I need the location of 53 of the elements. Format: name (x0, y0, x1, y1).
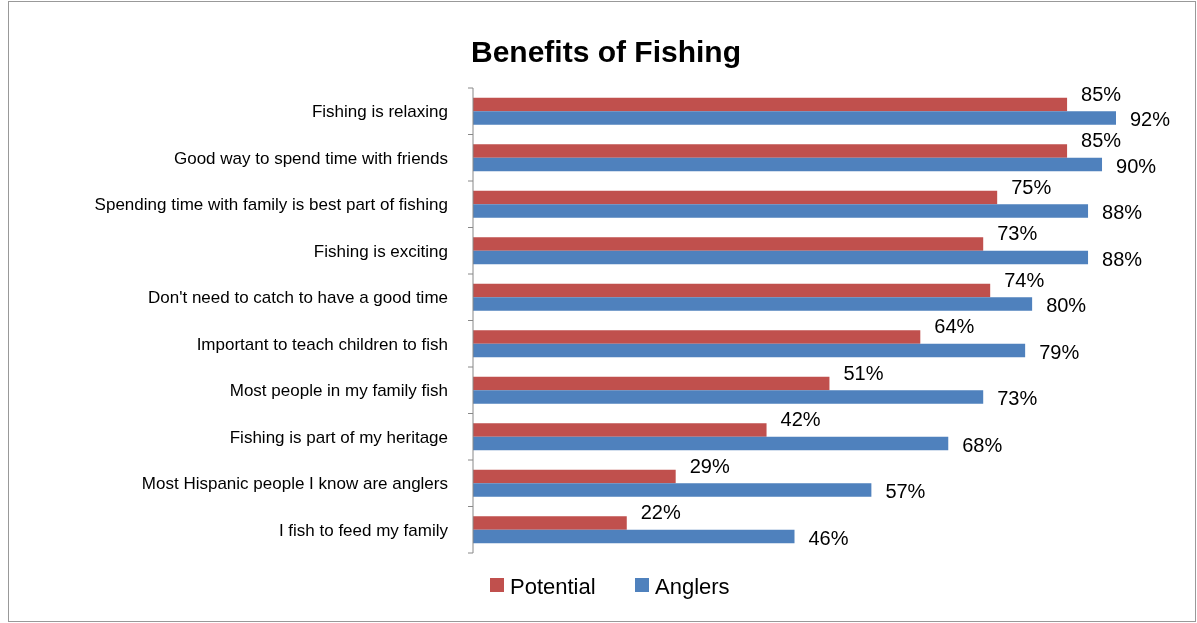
bar (473, 390, 984, 404)
y-tick-label: Don't need to catch to have a good time (148, 288, 448, 308)
bar (473, 483, 872, 497)
data-label: 92% (1130, 108, 1171, 130)
y-tick-label: I fish to feed my family (278, 520, 449, 540)
y-tick-label: Fishing is relaxing (311, 102, 448, 122)
y-tick-label: Fishing is exciting (313, 241, 448, 261)
data-label: 75% (1011, 175, 1052, 198)
bar (473, 144, 1068, 158)
legend-label: Potential (510, 574, 596, 599)
bar (473, 157, 1103, 172)
y-tick-label: Most Hispanic people I know are anglers (141, 474, 448, 494)
bar (473, 237, 984, 251)
data-label: 90% (1116, 154, 1157, 177)
data-label: 51% (843, 361, 884, 384)
bar (473, 436, 949, 451)
bar (473, 376, 830, 391)
y-tick-label: Spending time with family is best part of fishing (94, 195, 448, 215)
y-tick-label: Good way to spend time with friends (173, 148, 448, 168)
data-label: 85% (1081, 82, 1122, 105)
bar (473, 111, 1116, 125)
data-label: 22% (640, 501, 682, 523)
data-label: 57% (885, 480, 926, 502)
bar (473, 190, 998, 205)
bar (473, 204, 1089, 218)
data-label: 88% (1102, 247, 1143, 270)
legend-label: Anglers (655, 574, 730, 599)
data-label: 74% (1004, 268, 1045, 291)
data-label: 68% (962, 433, 1003, 456)
bar (473, 250, 1089, 265)
bar (473, 469, 676, 484)
data-label: 29% (689, 454, 730, 477)
data-label: 85% (1081, 129, 1122, 151)
bar (473, 297, 1033, 311)
bar (473, 330, 921, 344)
y-tick-label: Most people in my family fish (229, 381, 448, 401)
data-label: 73% (997, 222, 1038, 244)
bar (473, 283, 991, 298)
data-label: 80% (1046, 294, 1087, 316)
data-label: 64% (934, 315, 975, 337)
chart-title: Benefits of Fishing (471, 35, 741, 68)
data-label: 73% (997, 387, 1038, 409)
bar (473, 423, 767, 437)
bar (473, 516, 627, 530)
y-tick-label: Fishing is part of my heritage (229, 427, 448, 447)
y-tick-label: Important to teach children to fish (196, 334, 448, 354)
bar (473, 97, 1068, 112)
data-label: 46% (808, 526, 849, 549)
bar (473, 343, 1026, 358)
bar (473, 529, 795, 544)
data-label: 79% (1039, 340, 1080, 363)
data-label: 42% (780, 408, 821, 430)
data-label: 88% (1102, 201, 1143, 223)
